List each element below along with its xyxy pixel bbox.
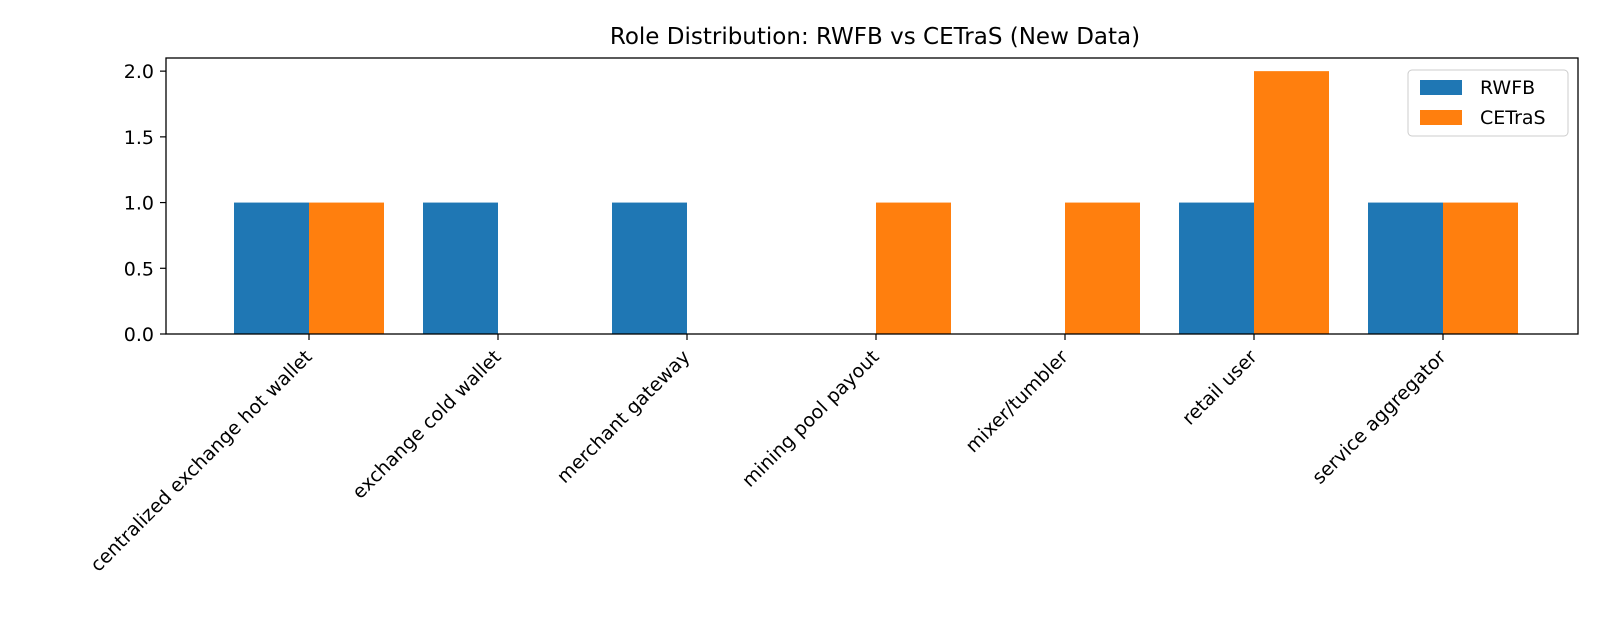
bar-cetras-6 [1443, 202, 1518, 334]
legend-swatch-rwfb [1420, 80, 1462, 95]
bar-cetras-4 [1065, 202, 1140, 334]
plot-frame [165, 57, 1579, 335]
legend-label-cetras: CETraS [1480, 107, 1546, 129]
y-tick-label: 0.0 [124, 324, 154, 346]
y-tick-label: 1.0 [124, 193, 154, 215]
y-tick-label: 2.0 [124, 61, 154, 83]
legend-swatch-cetras [1420, 110, 1462, 125]
bar-rwfb-0 [234, 202, 309, 334]
x-axis: centralized exchange hot wallet exchange … [86, 334, 1451, 576]
x-tick-label: retail user [1178, 346, 1262, 430]
chart-title: Role Distribution: RWFB vs CETraS (New D… [610, 24, 1140, 50]
x-tick-label: mixer/tumbler [961, 346, 1072, 457]
y-axis: 0.0 0.5 1.0 1.5 2.0 [124, 61, 166, 346]
bar-rwfb-1 [423, 202, 498, 334]
bar-cetras-0 [309, 202, 384, 334]
bar-cetras-3 [876, 202, 951, 334]
legend-label-rwfb: RWFB [1480, 77, 1535, 99]
x-tick-label: mining pool payout [738, 346, 884, 492]
x-tick-label: exchange cold wallet [348, 346, 505, 503]
y-tick-label: 1.5 [124, 127, 154, 149]
bar-cetras-5 [1254, 71, 1329, 335]
bar-rwfb-2 [612, 202, 687, 334]
x-tick-label: service aggregator [1308, 346, 1451, 489]
bar-rwfb-6 [1368, 202, 1443, 334]
bar-rwfb-5 [1179, 202, 1254, 334]
bars-layer [234, 71, 1518, 335]
legend: RWFB CETraS [1407, 69, 1569, 137]
y-tick-label: 0.5 [124, 258, 154, 280]
x-tick-label: centralized exchange hot wallet [86, 346, 316, 576]
x-tick-label: merchant gateway [553, 346, 695, 488]
